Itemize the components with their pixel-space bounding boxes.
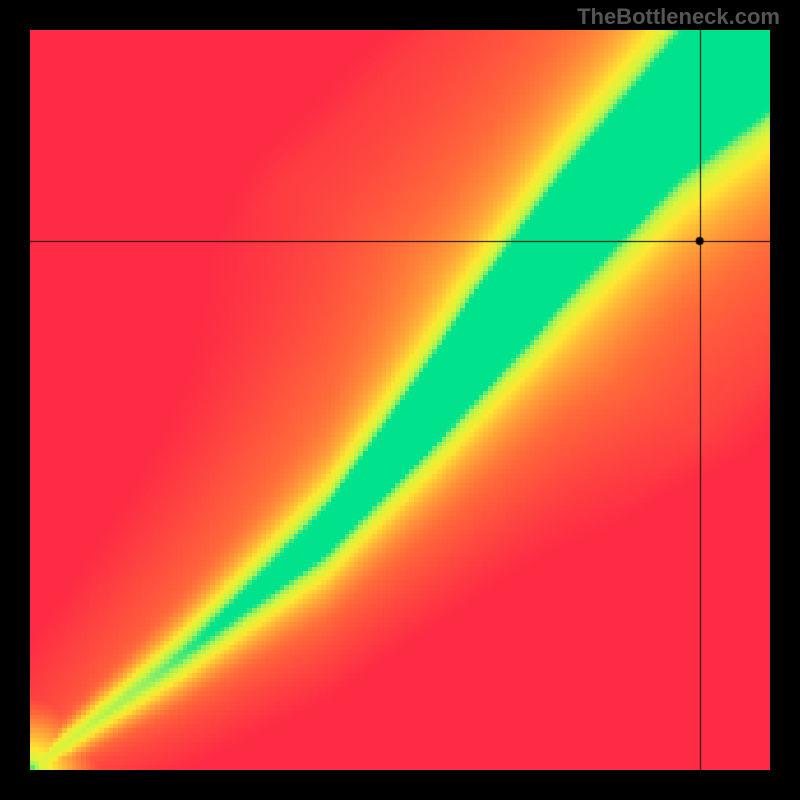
bottleneck-heatmap — [30, 30, 770, 770]
chart-container: TheBottleneck.com — [0, 0, 800, 800]
watermark-text: TheBottleneck.com — [577, 4, 780, 30]
